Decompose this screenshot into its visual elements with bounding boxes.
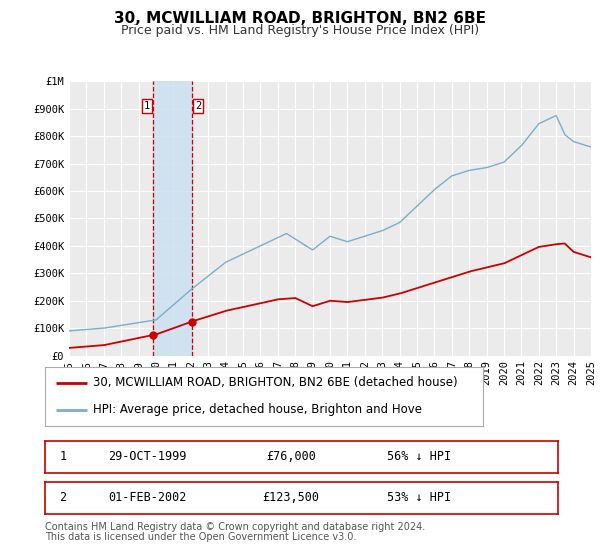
Text: 29-OCT-1999: 29-OCT-1999	[109, 450, 187, 464]
Text: 01-FEB-2002: 01-FEB-2002	[109, 491, 187, 505]
Text: 1: 1	[143, 101, 150, 111]
Text: 56% ↓ HPI: 56% ↓ HPI	[388, 450, 452, 464]
Text: 2: 2	[59, 491, 67, 505]
Text: This data is licensed under the Open Government Licence v3.0.: This data is licensed under the Open Gov…	[45, 532, 356, 542]
Text: 1: 1	[59, 450, 67, 464]
Text: Contains HM Land Registry data © Crown copyright and database right 2024.: Contains HM Land Registry data © Crown c…	[45, 522, 425, 532]
Text: 53% ↓ HPI: 53% ↓ HPI	[388, 491, 452, 505]
Text: 30, MCWILLIAM ROAD, BRIGHTON, BN2 6BE: 30, MCWILLIAM ROAD, BRIGHTON, BN2 6BE	[114, 11, 486, 26]
Text: Price paid vs. HM Land Registry's House Price Index (HPI): Price paid vs. HM Land Registry's House …	[121, 24, 479, 36]
Text: 30, MCWILLIAM ROAD, BRIGHTON, BN2 6BE (detached house): 30, MCWILLIAM ROAD, BRIGHTON, BN2 6BE (d…	[93, 376, 458, 389]
Text: £123,500: £123,500	[263, 491, 320, 505]
Text: 2: 2	[195, 101, 202, 111]
Bar	[153, 81, 192, 356]
Text: £76,000: £76,000	[266, 450, 316, 464]
Text: HPI: Average price, detached house, Brighton and Hove: HPI: Average price, detached house, Brig…	[93, 403, 422, 416]
